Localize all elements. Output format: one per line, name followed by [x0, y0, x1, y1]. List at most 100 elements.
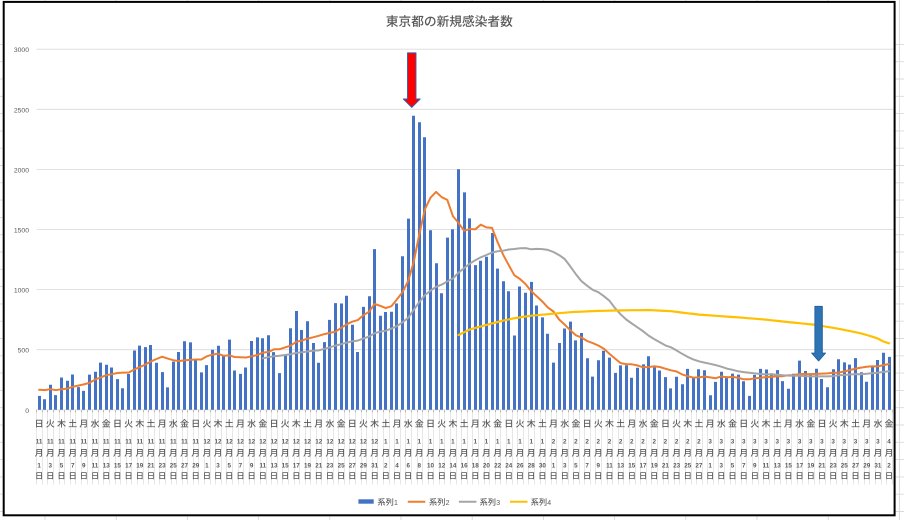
svg-text:3: 3: [563, 463, 567, 470]
svg-text:3: 3: [775, 439, 779, 446]
svg-text:14: 14: [449, 463, 457, 470]
svg-text:3: 3: [753, 439, 757, 446]
svg-text:15: 15: [628, 463, 636, 470]
svg-text:11: 11: [763, 463, 770, 470]
svg-text:7: 7: [239, 463, 243, 470]
svg-text:13: 13: [103, 463, 111, 470]
svg-text:3: 3: [720, 463, 724, 470]
svg-text:11: 11: [259, 463, 266, 470]
svg-text:31: 31: [874, 463, 882, 470]
svg-text:2: 2: [552, 439, 556, 446]
svg-text:11: 11: [606, 463, 613, 470]
svg-text:15: 15: [785, 463, 793, 470]
svg-text:12: 12: [237, 439, 245, 446]
svg-text:2: 2: [619, 439, 623, 446]
svg-text:2: 2: [597, 439, 601, 446]
svg-text:23: 23: [830, 463, 838, 470]
svg-text:3: 3: [798, 439, 802, 446]
svg-text:2: 2: [697, 439, 701, 446]
svg-text:1: 1: [474, 439, 478, 446]
svg-text:2: 2: [686, 439, 690, 446]
svg-text:1: 1: [451, 439, 455, 446]
svg-text:1: 1: [440, 439, 444, 446]
svg-text:3: 3: [876, 439, 880, 446]
svg-text:11: 11: [170, 439, 177, 446]
svg-text:12: 12: [438, 463, 446, 470]
svg-text:1: 1: [552, 463, 556, 470]
svg-text:12: 12: [349, 439, 357, 446]
svg-text:3: 3: [843, 439, 847, 446]
svg-text:1: 1: [429, 439, 433, 446]
svg-text:9: 9: [597, 463, 601, 470]
svg-text:12: 12: [214, 439, 222, 446]
svg-text:2500: 2500: [14, 107, 29, 114]
svg-text:3: 3: [720, 439, 724, 446]
svg-text:2: 2: [641, 439, 645, 446]
svg-text:3: 3: [49, 463, 53, 470]
svg-text:12: 12: [226, 439, 234, 446]
svg-text:27: 27: [852, 463, 860, 470]
svg-text:17: 17: [639, 463, 647, 470]
svg-text:11: 11: [181, 439, 188, 446]
svg-text:29: 29: [192, 463, 200, 470]
svg-text:11: 11: [148, 439, 155, 446]
svg-text:10: 10: [427, 463, 435, 470]
svg-text:12: 12: [371, 439, 379, 446]
svg-text:21: 21: [662, 463, 670, 470]
svg-text:17: 17: [293, 463, 301, 470]
svg-text:1: 1: [37, 463, 41, 470]
svg-text:15: 15: [114, 463, 122, 470]
svg-text:13: 13: [617, 463, 625, 470]
svg-text:2: 2: [887, 463, 891, 470]
svg-text:1: 1: [462, 439, 466, 446]
svg-text:4: 4: [547, 500, 551, 507]
svg-text:28: 28: [528, 463, 536, 470]
svg-text:17: 17: [796, 463, 804, 470]
svg-text:3: 3: [820, 439, 824, 446]
svg-text:3: 3: [854, 439, 858, 446]
svg-text:3000: 3000: [14, 47, 29, 54]
svg-text:11: 11: [80, 439, 87, 446]
svg-text:3: 3: [496, 500, 500, 507]
svg-text:2000: 2000: [14, 167, 29, 174]
svg-text:1: 1: [418, 439, 422, 446]
svg-text:3: 3: [742, 439, 746, 446]
svg-text:1: 1: [529, 439, 533, 446]
svg-text:27: 27: [349, 463, 357, 470]
svg-text:26: 26: [516, 463, 524, 470]
svg-text:13: 13: [774, 463, 782, 470]
svg-text:1: 1: [395, 439, 399, 446]
svg-text:3: 3: [809, 439, 813, 446]
svg-text:4: 4: [887, 439, 891, 446]
svg-text:12: 12: [360, 439, 368, 446]
svg-text:9: 9: [82, 463, 86, 470]
svg-text:3: 3: [831, 439, 835, 446]
svg-text:3: 3: [216, 463, 220, 470]
svg-text:5: 5: [574, 463, 578, 470]
svg-text:21: 21: [315, 463, 323, 470]
svg-text:12: 12: [248, 439, 256, 446]
svg-text:3: 3: [865, 439, 869, 446]
svg-text:25: 25: [684, 463, 692, 470]
svg-text:11: 11: [47, 439, 54, 446]
svg-text:4: 4: [395, 463, 399, 470]
svg-text:1500: 1500: [14, 228, 29, 235]
svg-text:12: 12: [315, 439, 323, 446]
svg-text:11: 11: [69, 439, 76, 446]
svg-text:7: 7: [585, 463, 589, 470]
svg-text:21: 21: [818, 463, 826, 470]
svg-text:2: 2: [384, 463, 388, 470]
svg-text:11: 11: [125, 439, 132, 446]
svg-text:12: 12: [203, 439, 211, 446]
svg-text:1: 1: [384, 439, 388, 446]
svg-text:24: 24: [505, 463, 513, 470]
svg-text:31: 31: [371, 463, 379, 470]
svg-text:1: 1: [541, 439, 545, 446]
svg-text:17: 17: [125, 463, 133, 470]
svg-text:15: 15: [282, 463, 290, 470]
svg-text:16: 16: [461, 463, 469, 470]
svg-text:25: 25: [338, 463, 346, 470]
svg-text:25: 25: [170, 463, 178, 470]
svg-text:1: 1: [485, 439, 489, 446]
svg-text:2: 2: [652, 439, 656, 446]
